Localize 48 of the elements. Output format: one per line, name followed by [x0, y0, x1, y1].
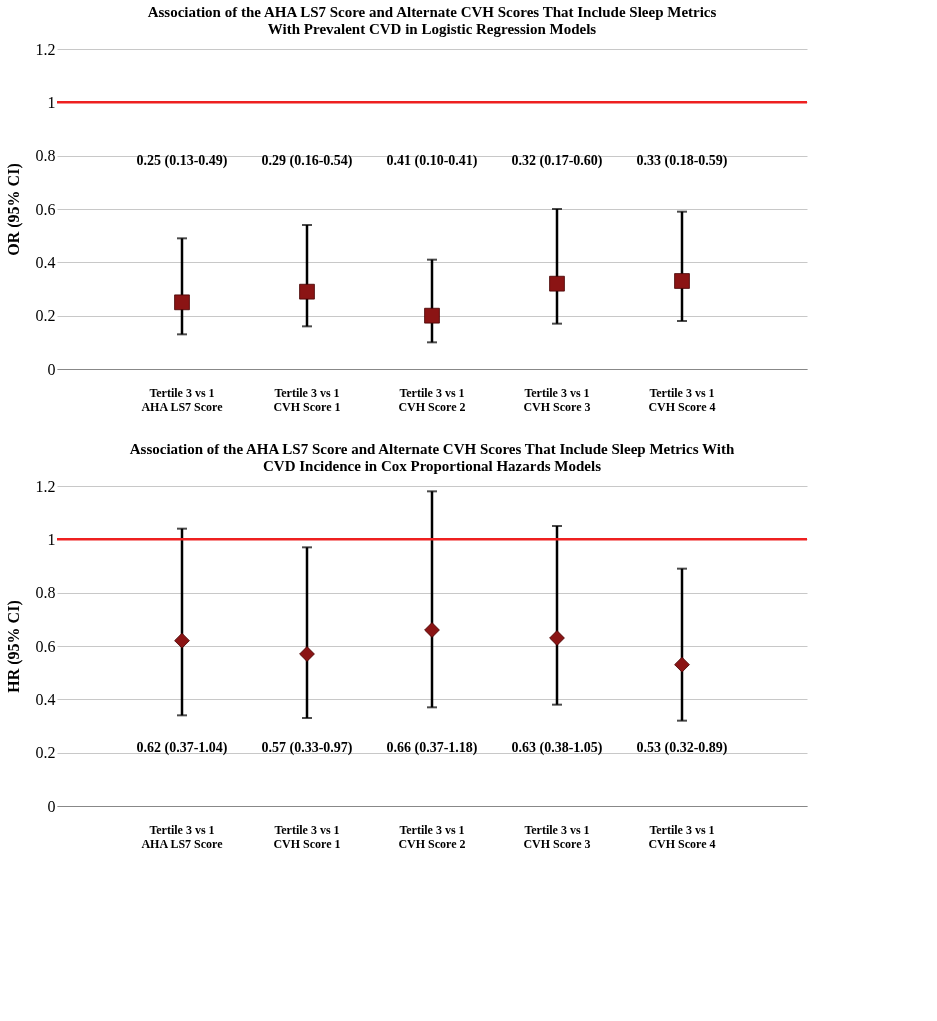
- annotation: 0.41 (0.10-0.41): [386, 153, 478, 169]
- y-tick-label: 0.8: [35, 147, 56, 165]
- annotation: 0.63 (0.38-1.05): [511, 740, 603, 757]
- chart-title: Association of the AHA LS7 Score and Alternate CVH Scores That Include Sleep Metrics With Prevalent CVD in Logistic Regression Models: [147, 4, 717, 37]
- y-axis-title: HR (95% CI): [4, 600, 23, 693]
- y-tick-label: 1.2: [35, 477, 56, 495]
- y-tick-label: 0.4: [35, 253, 56, 271]
- annotation: 0.33 (0.18-0.59): [636, 153, 728, 169]
- point: [174, 632, 190, 649]
- point: [674, 273, 690, 289]
- annotation: 0.66 (0.37-1.18): [386, 740, 478, 757]
- y-tick-label: 1: [47, 93, 56, 111]
- annotation: 0.62 (0.37-1.04): [136, 740, 228, 757]
- x-tick-label: Tertile 3 vs 1 AHA LS7 Score: [141, 822, 224, 851]
- x-tick-label: Tertile 3 vs 1 AHA LS7 Score: [141, 385, 224, 414]
- annotation: 0.29 (0.16-0.54): [261, 153, 353, 169]
- point: [424, 307, 440, 324]
- annotation: 0.57 (0.33-0.97): [261, 740, 353, 757]
- point: [299, 283, 315, 300]
- y-tick-label: 1.2: [35, 40, 56, 58]
- y-tick-label: 0: [47, 797, 56, 815]
- y-tick-label: 0.6: [35, 637, 56, 655]
- y-tick-label: 1: [47, 530, 56, 548]
- y-tick-label: 0.4: [35, 690, 56, 708]
- y-tick-label: 0.2: [35, 307, 56, 325]
- point: [674, 656, 690, 673]
- y-axis-title: OR (95% CI): [4, 163, 23, 256]
- x-tick-label: Tertile 3 vs 1 CVH Score 4: [648, 385, 716, 414]
- annotation: 0.32 (0.17-0.60): [511, 153, 603, 169]
- point: [549, 275, 565, 292]
- y-tick-label: 0.6: [35, 200, 56, 218]
- x-tick-label: Tertile 3 vs 1 CVH Score 1: [273, 385, 341, 414]
- y-tick-label: 0.2: [35, 744, 56, 762]
- annotation: 0.53 (0.32-0.89): [636, 740, 728, 757]
- point: [174, 294, 190, 311]
- x-tick-label: Tertile 3 vs 1 CVH Score 2: [398, 385, 466, 414]
- chart-title: Association of the AHA LS7 Score and Alternate CVH Scores That Include Sleep Metrics With CVD Incidence in Cox Proportional Hazards Models: [129, 441, 735, 474]
- annotation: 0.25 (0.13-0.49): [136, 153, 228, 169]
- x-tick-label: Tertile 3 vs 1 CVH Score 1: [273, 822, 341, 851]
- point: [424, 622, 440, 638]
- x-tick-label: Tertile 3 vs 1 CVH Score 3: [523, 385, 591, 414]
- point: [299, 646, 315, 662]
- y-tick-label: 0.8: [35, 584, 56, 602]
- x-tick-label: Tertile 3 vs 1 CVH Score 4: [648, 822, 716, 851]
- x-tick-label: Tertile 3 vs 1 CVH Score 2: [398, 822, 466, 851]
- point: [549, 630, 565, 646]
- x-tick-label: Tertile 3 vs 1 CVH Score 3: [523, 822, 591, 851]
- y-tick-label: 0: [47, 360, 56, 378]
